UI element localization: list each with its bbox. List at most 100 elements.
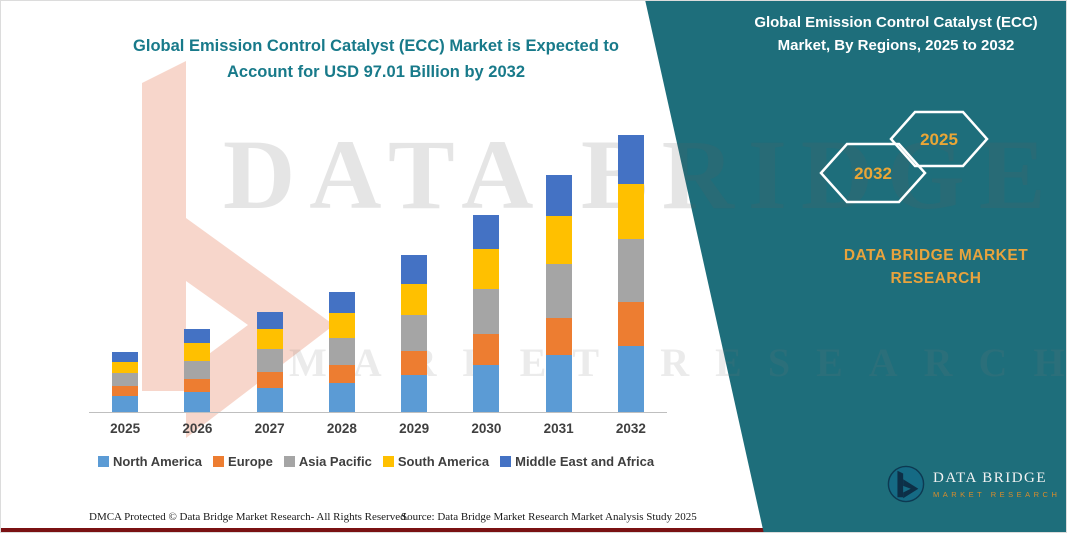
legend-swatch-icon [213, 456, 225, 467]
bar-column-2029 [378, 119, 450, 412]
brand-name-text: DATA BRIDGE MARKET RESEARCH [796, 244, 1066, 291]
dmca-notice: DMCA Protected © Data Bridge Market Rese… [89, 511, 409, 523]
bar-segment [545, 216, 572, 264]
source-note: Source: Data Bridge Market Research Mark… [401, 511, 697, 523]
bar-segment [617, 135, 644, 184]
bar-stack-2032 [617, 135, 644, 412]
bar-segment [473, 364, 500, 412]
bar-stack-2025 [112, 352, 139, 412]
company-logo: DATA BRIDGE MARKET RESEARCH [887, 464, 1060, 504]
bar-segment [184, 392, 211, 412]
bar-segment [256, 372, 283, 388]
logo-b-mark-icon [887, 465, 925, 503]
bar-stack-2028 [328, 292, 355, 412]
bar-segment [328, 337, 355, 365]
bar-segment [328, 313, 355, 338]
hexagon-year-right: 2025 [920, 130, 958, 149]
legend-item: Europe [213, 454, 273, 469]
x-axis-label: 2028 [326, 421, 357, 436]
x-axis-label: 2030 [471, 421, 502, 436]
bar-stack-2027 [256, 312, 283, 412]
legend-item: Middle East and Africa [500, 454, 654, 469]
legend-item: North America [97, 454, 203, 469]
bar-column-2027 [234, 119, 306, 412]
bar-column-2026 [161, 119, 233, 412]
bar-column-2031 [523, 119, 595, 412]
bar-segment [545, 175, 572, 217]
bar-segment [112, 396, 139, 412]
legend-label: Asia Pacific [298, 454, 372, 469]
bar-segment [617, 183, 644, 240]
bar-segment [617, 239, 644, 303]
bar-stack-2026 [184, 329, 211, 412]
hexagon-badges: 2032 2025 [819, 110, 989, 204]
bar-segment [401, 254, 428, 284]
logo-subtitle: MARKET RESEARCH [933, 489, 1061, 499]
x-axis-label: 2027 [254, 421, 285, 436]
x-axis-label: 2025 [110, 421, 141, 436]
bar-segment [184, 379, 211, 392]
bar-segment [401, 374, 428, 412]
bar-segment [401, 283, 428, 315]
bar-segment [545, 317, 572, 355]
legend-label: Europe [228, 454, 273, 469]
bar-segment [184, 329, 211, 344]
x-axis-label: 2032 [615, 421, 646, 436]
bar-segment [256, 349, 283, 373]
chart-title-left: Global Emission Control Catalyst (ECC) M… [133, 37, 619, 81]
bar-segment [401, 314, 428, 351]
bar-segment [401, 350, 428, 375]
bar-segment [112, 386, 139, 397]
bar-column-2025 [89, 119, 161, 412]
chart-title-right: Global Emission Control Catalyst (ECC) M… [754, 14, 1038, 55]
bar-segment [184, 343, 211, 361]
bar-segment [473, 249, 500, 290]
chart-legend: North America Europe Asia Pacific South Ame… [79, 454, 673, 469]
bar-stack-2030 [473, 214, 500, 412]
bar-segment [256, 329, 283, 350]
hexagon-year-left: 2032 [854, 164, 892, 183]
bar-segment [328, 383, 355, 412]
logo-title: DATA BRIDGE [933, 469, 1048, 486]
bar-column-2032 [595, 119, 667, 412]
bar-column-2030 [450, 119, 522, 412]
bar-segment [112, 352, 139, 363]
bar-segment [473, 214, 500, 250]
brand-name-line1: DATA BRIDGE MARKET [843, 247, 1029, 264]
hexagon-2032-icon [819, 142, 927, 204]
logo-text: DATA BRIDGE MARKET RESEARCH [933, 470, 1060, 499]
legend-label: Middle East and Africa [515, 454, 655, 469]
hexagon-2025-icon [889, 110, 989, 168]
bar-segment [112, 373, 139, 387]
legend-item: Asia Pacific [283, 454, 372, 469]
brand-name-line2: RESEARCH [890, 270, 982, 288]
bottom-accent-line [1, 528, 1066, 532]
legend-label: South America [397, 454, 490, 469]
bar-chart-bars [89, 119, 667, 413]
bar-segment [473, 289, 500, 334]
bar-segment [617, 346, 644, 412]
x-axis-label: 2029 [399, 421, 430, 436]
bar-segment [545, 354, 572, 412]
bar-segment [112, 362, 139, 374]
x-axis-label: 2031 [543, 421, 574, 436]
bar-segment [184, 360, 211, 380]
legend-swatch-icon [382, 456, 394, 467]
bar-segment [617, 302, 644, 347]
legend-item: South America [382, 454, 490, 469]
legend-swatch-icon [97, 456, 109, 467]
bar-stack-2029 [401, 254, 428, 412]
bar-segment [256, 312, 283, 330]
bar-segment [256, 387, 283, 412]
legend-swatch-icon [283, 456, 295, 467]
legend-swatch-icon [500, 456, 512, 467]
x-axis-labels: 2025 2026 2027 2028 2029 2030 2031 2032 [89, 421, 667, 436]
bar-stack-2031 [545, 175, 572, 412]
bar-column-2028 [306, 119, 378, 412]
bar-segment [328, 292, 355, 314]
x-axis-label: 2026 [182, 421, 213, 436]
bar-segment [545, 263, 572, 318]
bar-segment [473, 333, 500, 365]
legend-label: North America [112, 454, 203, 469]
